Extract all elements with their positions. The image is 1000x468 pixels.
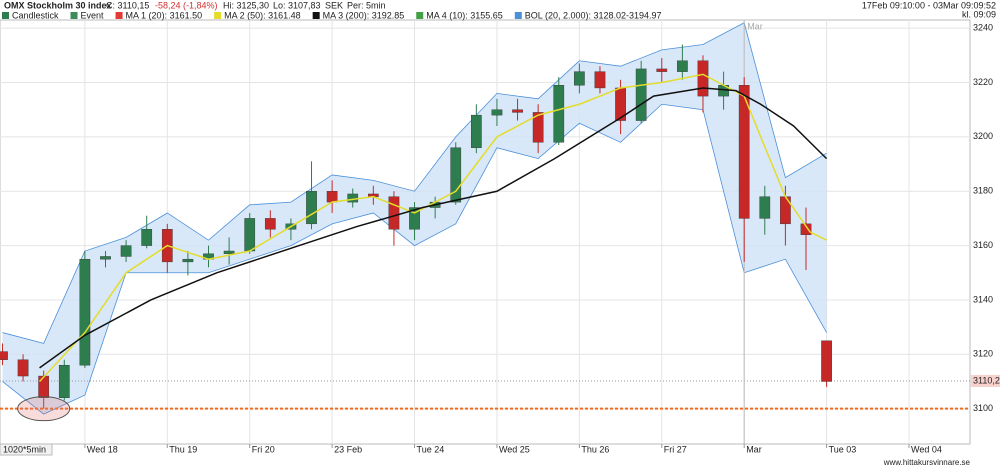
- y-tick-label: 3120: [973, 349, 993, 359]
- candle-body: [759, 196, 771, 219]
- time: kl. 09:09: [962, 9, 996, 19]
- period-box: [0, 443, 53, 456]
- candle-body: [821, 340, 832, 382]
- candle-body: [182, 258, 194, 263]
- y-tick-label: 3140: [973, 294, 993, 304]
- candle-body: [347, 193, 359, 203]
- candle-body: [594, 71, 606, 89]
- y-tick-label: 3200: [973, 131, 993, 141]
- candle-body: [450, 147, 462, 203]
- currency: SEK: [325, 0, 343, 10]
- candle-body: [38, 375, 50, 398]
- candle-body: [120, 245, 132, 257]
- x-tick-label: 23 Feb: [334, 444, 362, 454]
- x-tick-label: Wed 04: [911, 444, 942, 454]
- legend-swatch: [115, 12, 123, 19]
- close: C: 3110,15: [106, 0, 149, 10]
- candle-body: [512, 109, 523, 113]
- moving-average: [39, 73, 827, 382]
- candle-body: [738, 85, 750, 219]
- change: -58,24 (-1,84%): [155, 0, 218, 10]
- moving-average: [39, 87, 828, 369]
- y-tick-label: 3220: [973, 77, 993, 87]
- candle-body: [800, 223, 812, 235]
- candle-body: [574, 71, 585, 86]
- candle-body: [677, 60, 688, 72]
- candle-body: [326, 191, 338, 203]
- legend-label: Event: [81, 10, 105, 20]
- annotation-circle: [17, 396, 71, 422]
- x-tick-label: Thu 19: [169, 444, 197, 454]
- period: Per: 5min: [347, 0, 386, 10]
- event-label: Mar: [747, 21, 763, 31]
- y-tick-label: 3180: [973, 186, 993, 196]
- candle-body: [656, 68, 668, 72]
- x-tick-label: Fri 20: [252, 444, 275, 454]
- candle-body: [223, 250, 235, 254]
- last-price-label: 3110,2: [973, 375, 1000, 385]
- legend-swatch: [416, 12, 424, 19]
- x-tick-label: Wed 18: [87, 444, 118, 454]
- legend-swatch: [514, 12, 522, 19]
- candle-body: [17, 359, 29, 377]
- y-tick-label: 3160: [973, 240, 993, 250]
- candle-body: [491, 109, 503, 116]
- high: Hi: 3125,30: [223, 0, 269, 10]
- candle-body: [58, 364, 70, 398]
- candle-body: [0, 351, 8, 360]
- candle-body: [697, 60, 709, 97]
- legend-label: MA 3 (200): 3192.85: [323, 10, 405, 20]
- candle-body: [244, 218, 256, 252]
- legend-label: MA 1 (20): 3161.50: [126, 10, 203, 20]
- candle-body: [306, 191, 317, 225]
- period-label: 1020*5min: [3, 444, 46, 454]
- candle-body: [141, 229, 153, 246]
- watermark: www.hittakursvinnare.se: [883, 458, 971, 467]
- candle-body: [100, 256, 111, 260]
- range: 17Feb 09:10:00 - 03Mar 09:09:52: [862, 0, 996, 10]
- x-tick-label: Wed 25: [499, 444, 530, 454]
- legend-label: MA 2 (50): 3161.48: [224, 10, 301, 20]
- x-tick-label: Mar: [746, 444, 762, 454]
- last-price-box: [971, 374, 1000, 387]
- legend-swatch: [2, 12, 9, 19]
- bollinger-lower: [2, 103, 827, 415]
- bollinger-upper: [2, 22, 827, 344]
- candle-body: [79, 258, 91, 366]
- title: OMX Stockholm 30 index: [4, 0, 112, 10]
- legend-swatch: [70, 12, 78, 19]
- legend-label: MA 4 (10): 3155.65: [426, 10, 503, 20]
- candle-body: [532, 112, 544, 143]
- candle-body: [409, 207, 420, 230]
- candle-body: [553, 85, 565, 143]
- x-tick-label: Tue 03: [829, 444, 857, 454]
- legend-label: Candlestick: [12, 10, 59, 20]
- legend-label: BOL (20, 2.000): 3128.02-3194.97: [525, 10, 662, 20]
- legend-swatch: [214, 12, 222, 19]
- candle-body: [388, 196, 400, 230]
- x-tick-label: Fri 27: [664, 444, 687, 454]
- x-tick-label: Thu 26: [581, 444, 609, 454]
- legend-swatch: [312, 12, 320, 19]
- low: Lo: 3107,83: [273, 0, 321, 10]
- candle-body: [264, 218, 276, 230]
- x-tick-label: Tue 24: [417, 444, 445, 454]
- y-tick-label: 3240: [973, 23, 993, 33]
- candle-body: [635, 68, 647, 121]
- y-tick-label: 3100: [973, 403, 993, 413]
- candle-body: [470, 114, 482, 148]
